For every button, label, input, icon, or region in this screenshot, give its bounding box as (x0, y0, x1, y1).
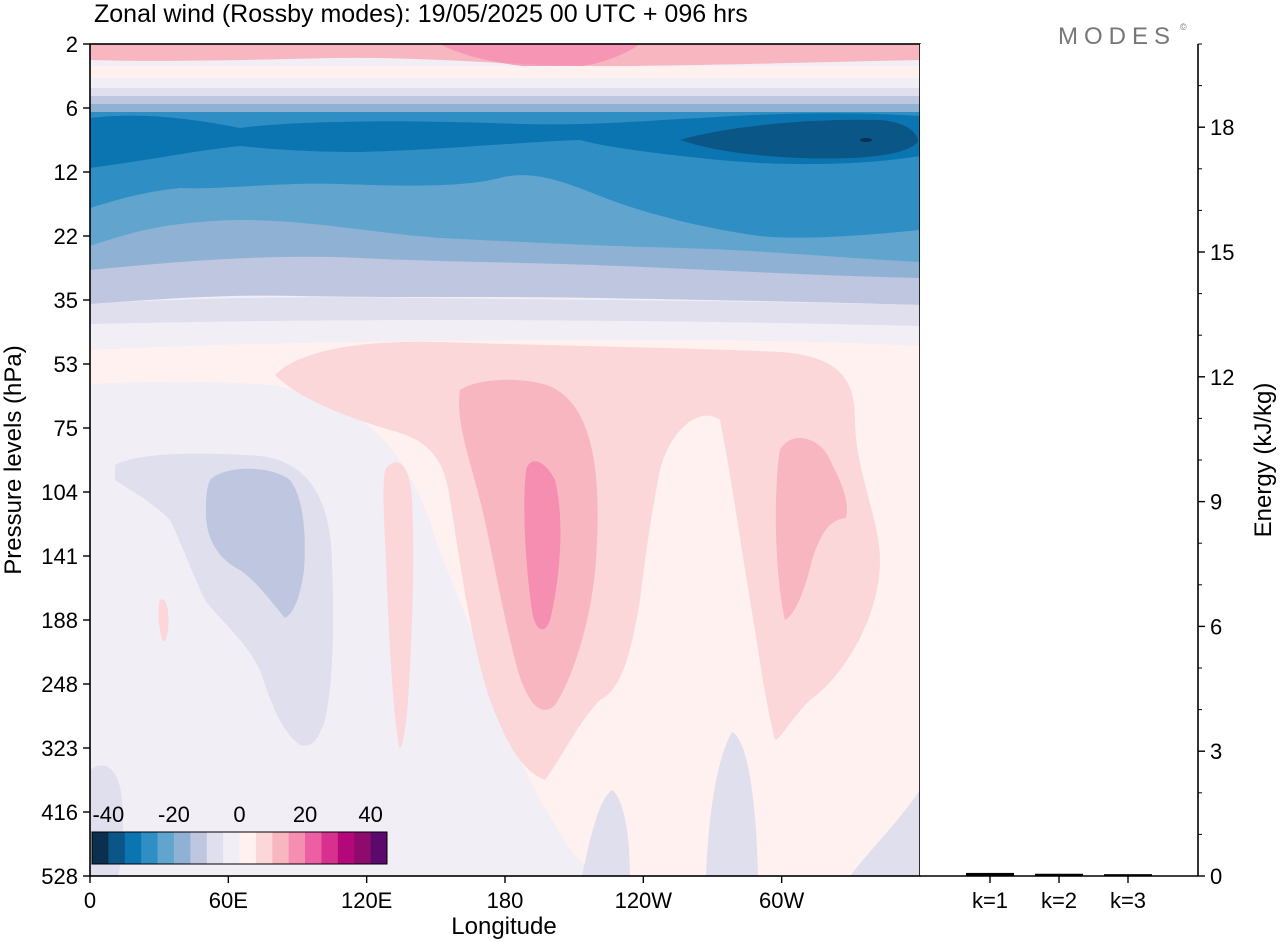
x-tick-label: 120W (615, 888, 673, 913)
y-tick-label: 188 (41, 608, 78, 633)
y-tick-label: 528 (41, 864, 78, 889)
band-transition-4 (90, 96, 920, 104)
colorbar-tick-label: 40 (358, 802, 382, 827)
colorbar-swatches (92, 832, 388, 864)
surface-easterly-10w (850, 790, 920, 876)
energy-panel: 0 3 6 9 12 15 18 k=1 k=2 k=3 Energy (kJ/kg) (920, 43, 1277, 913)
y-tick-label: 2 (66, 32, 78, 57)
band-transition-5 (90, 104, 920, 114)
colorbar-swatch (108, 832, 126, 864)
colorbar-swatch (92, 832, 109, 864)
colorbar-swatch (321, 832, 339, 864)
energy-tick-label: 12 (1210, 365, 1234, 390)
band-top-westerly-max (440, 44, 640, 68)
x-axis-label: Longitude (451, 913, 556, 940)
y-tick-label: 12 (54, 160, 78, 185)
easterly-max-dot (860, 138, 872, 142)
y-tick-label: 75 (54, 416, 78, 441)
energy-tick-label: 18 (1210, 115, 1234, 140)
easterly-core (680, 119, 918, 159)
colorbar-swatch (124, 832, 142, 864)
colorbar-tick-label: 0 (233, 802, 245, 827)
energy-bar (1035, 873, 1083, 876)
colorbar-swatch (206, 832, 224, 864)
colorbar-swatch (288, 832, 306, 864)
colorbar-swatch (157, 832, 175, 864)
colorbar-swatch (239, 832, 257, 864)
easterly-ring-4 (90, 113, 920, 168)
y-tick-label: 35 (54, 288, 78, 313)
surface-easterly-90w (706, 732, 758, 876)
colorbar-swatch (272, 832, 290, 864)
energy-mode-label: k=3 (1110, 888, 1146, 913)
energy-bars (966, 872, 1152, 876)
heatmap-panel: 2 6 12 22 35 53 75 104 141 188 248 323 416 528 Pressu… (0, 32, 921, 940)
y-tick-label: 104 (41, 480, 78, 505)
x-tick-label: 60E (209, 888, 248, 913)
x-tick-label: 120E (341, 888, 392, 913)
colorbar-swatch (141, 832, 159, 864)
colorbar-frame (91, 831, 388, 865)
tropo-westerly-core-180 (524, 461, 561, 630)
band-lower-transition (90, 297, 920, 326)
energy-tick-label: 3 (1210, 739, 1222, 764)
colorbar-swatch (255, 832, 273, 864)
colorbar-tick-label: -20 (158, 802, 190, 827)
tropo-westerly-streak-120e (383, 462, 414, 748)
energy-tick-label: 9 (1210, 490, 1222, 515)
y-tick-label: 22 (54, 224, 78, 249)
y-tick-label: 6 (66, 96, 78, 121)
energy-axis: 0 3 6 9 12 15 18 (1198, 43, 1234, 889)
chart-title: Zonal wind (Rossby modes): 19/05/2025 00… (94, 0, 748, 28)
colorbar-swatch (190, 832, 208, 864)
energy-mode-label: k=1 (972, 888, 1008, 913)
y-tick-label: 248 (41, 672, 78, 697)
tropo-westerly-ring-2-60w (775, 437, 847, 620)
colorbar-tick-label: -40 (92, 802, 124, 827)
energy-tick-label: 15 (1210, 240, 1234, 265)
colorbar-tick-label: 20 (293, 802, 317, 827)
y-tick-label: 416 (41, 800, 78, 825)
energy-tick-label: 0 (1210, 864, 1222, 889)
energy-bar (1104, 874, 1152, 876)
x-tick-label: 180 (487, 888, 524, 913)
x-tick-label: 60W (759, 888, 804, 913)
y-axis-label: Pressure levels (hPa) (0, 345, 27, 574)
colorbar-tick-labels: -40 -20 0 20 40 (92, 802, 382, 827)
colorbar-swatch (173, 832, 191, 864)
energy-axis-label: Energy (kJ/kg) (1250, 383, 1277, 538)
energy-panel-bg (920, 44, 1198, 876)
colorbar-legend: -40 -20 0 20 40 (91, 802, 388, 865)
pressure-axis: 2 6 12 22 35 53 75 104 141 188 248 323 416 528 (41, 32, 90, 889)
band-transition-1 (90, 66, 920, 78)
small-westerly-blob (158, 599, 169, 642)
colorbar-swatch (223, 832, 240, 864)
energy-mode-label: k=2 (1041, 888, 1077, 913)
colorbar-swatch (370, 832, 388, 864)
x-tick-label: 0 (84, 888, 96, 913)
colorbar-swatch (354, 832, 372, 864)
energy-tick-label: 6 (1210, 614, 1222, 639)
colorbar-swatch (337, 832, 355, 864)
energy-bar (966, 872, 1014, 876)
logo-copyright-mark: © (1180, 22, 1193, 32)
heatmap-field (90, 44, 920, 876)
band-transition-3 (90, 88, 920, 96)
band-transition-2 (90, 78, 920, 88)
y-tick-label: 53 (54, 352, 78, 377)
surface-easterly-150w (582, 790, 630, 876)
y-tick-label: 323 (41, 736, 78, 761)
energy-mode-labels: k=1 k=2 k=3 (972, 876, 1146, 913)
colorbar-swatch (305, 832, 322, 864)
y-tick-label: 141 (41, 544, 78, 569)
longitude-axis: 0 60E 120E 180 120W 60W (84, 876, 805, 913)
tropo-easterly-core (205, 468, 305, 618)
